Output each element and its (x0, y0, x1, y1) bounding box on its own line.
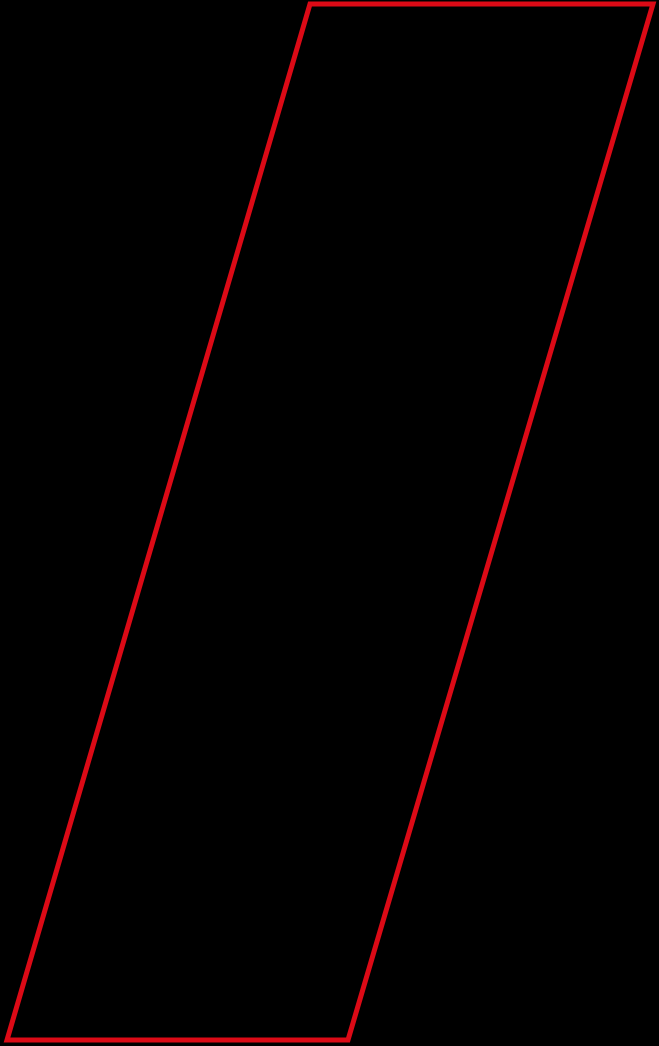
parallelogram-outline (3, 1, 657, 1043)
